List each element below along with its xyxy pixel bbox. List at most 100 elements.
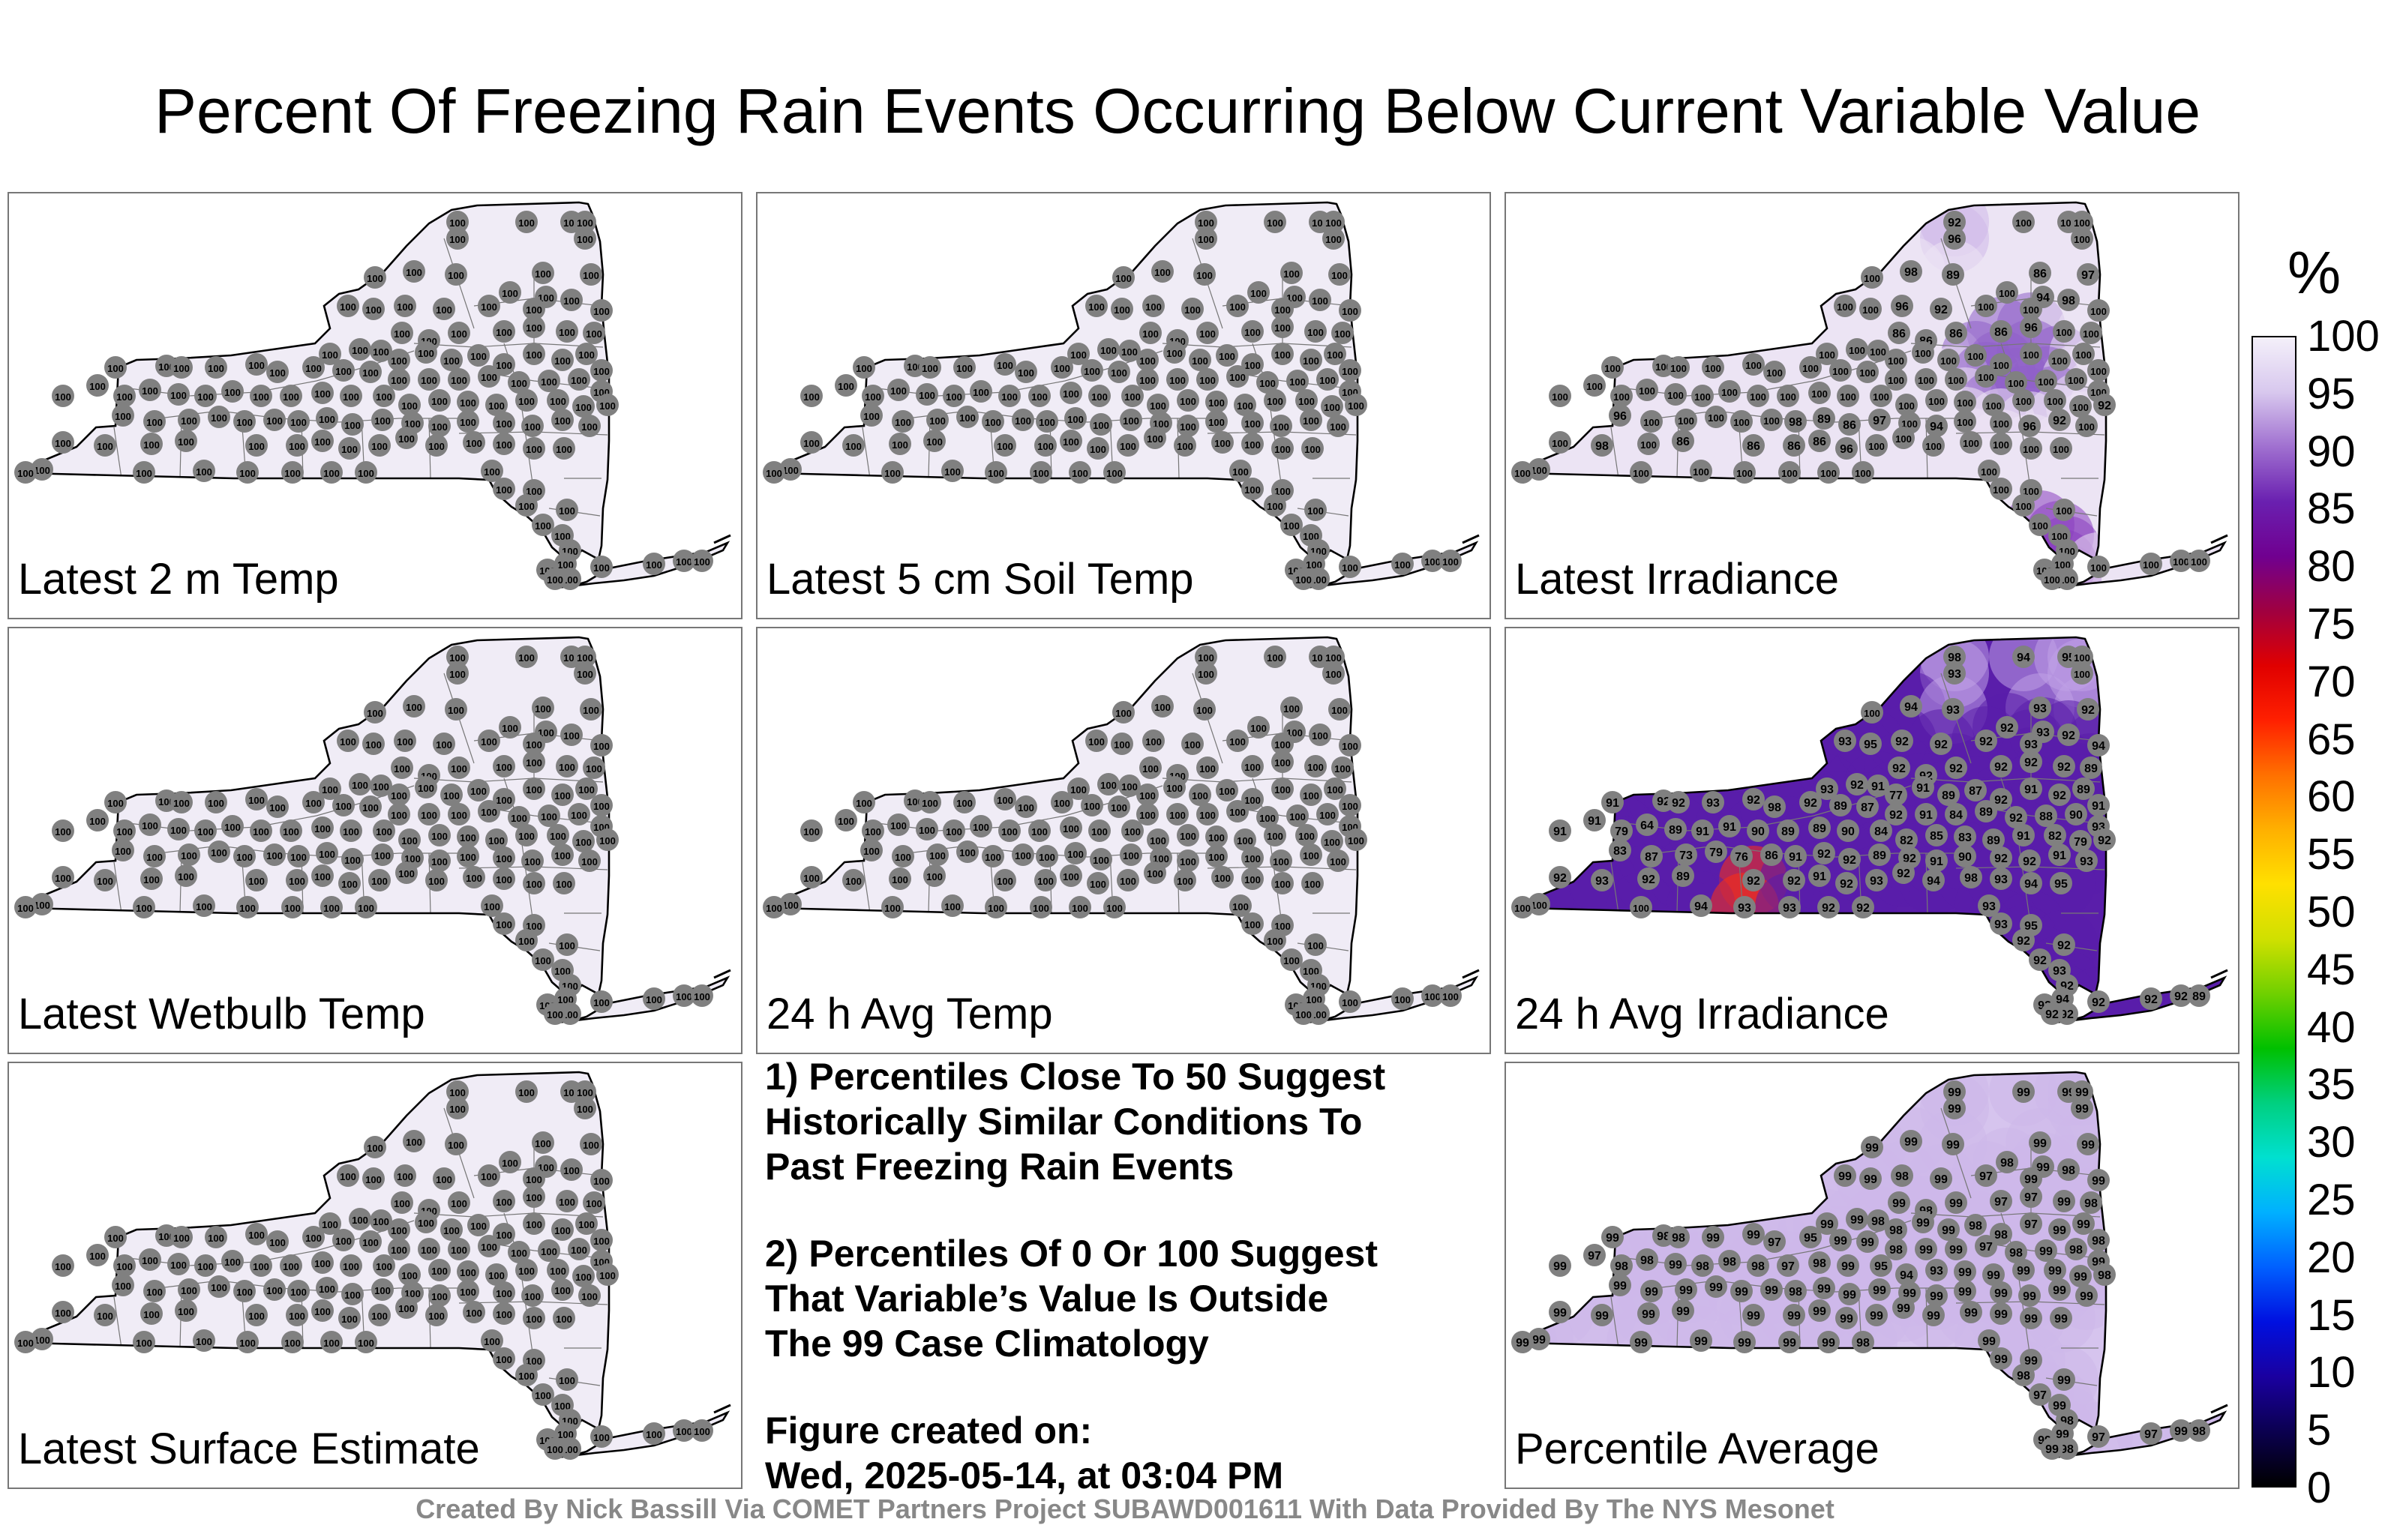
- station-value: 98: [1672, 1232, 1685, 1245]
- station-value: 100: [1177, 441, 1193, 452]
- station-marker: 92: [2020, 751, 2042, 773]
- station-marker: 100: [193, 1329, 215, 1352]
- station-marker: 100: [523, 733, 545, 755]
- station-value: 97: [1588, 1250, 1601, 1263]
- station-value: 93: [1930, 1265, 1943, 1278]
- station-marker: 100: [889, 433, 911, 455]
- station-value: 84: [1874, 825, 1888, 838]
- county-border: [1610, 1296, 1619, 1349]
- station-marker: 100: [1139, 757, 1162, 779]
- station-value: 100: [1307, 940, 1324, 951]
- station-marker: 97: [2020, 1212, 2042, 1235]
- station-marker: 100: [463, 866, 485, 888]
- station-marker: 100: [1339, 556, 1361, 578]
- station-marker: 100: [481, 460, 503, 482]
- station-marker: 100: [2087, 359, 2110, 382]
- station-value: 100: [460, 832, 476, 843]
- station-marker: 100: [523, 316, 545, 338]
- station-value: 100: [518, 652, 535, 664]
- station-value: 97: [1979, 1241, 1993, 1254]
- station-value: 100: [496, 919, 512, 930]
- station-marker: 100: [2053, 320, 2075, 343]
- station-marker: 100: [319, 343, 341, 365]
- station-value: 98: [1904, 266, 1918, 279]
- station-marker: 100: [178, 409, 200, 431]
- station-marker: 100: [311, 1251, 334, 1274]
- station-value: 100: [248, 876, 265, 887]
- station-value: 100: [460, 1287, 476, 1298]
- station-value: 97: [1873, 415, 1886, 427]
- station-marker: 100: [515, 646, 538, 668]
- station-value: 100: [1873, 391, 1889, 403]
- station-value: 99: [1553, 1307, 1567, 1320]
- station-marker: 100: [286, 434, 308, 457]
- station-marker: 99: [2072, 1212, 2095, 1235]
- station-marker: 100: [2020, 437, 2042, 460]
- station-marker: 100: [104, 1226, 127, 1248]
- station-value: 100: [178, 871, 194, 882]
- station-value: 100: [208, 1233, 224, 1244]
- station-value: 64: [1640, 819, 1654, 832]
- station-marker: 99: [1733, 1331, 1756, 1353]
- station-value: 100: [583, 270, 599, 281]
- station-value: 100: [1613, 391, 1630, 403]
- station-value: 100: [481, 301, 497, 313]
- station-value: 100: [449, 1087, 466, 1098]
- station-marker: 100: [194, 819, 217, 842]
- station-value: 100: [484, 901, 500, 912]
- station-marker: 100: [349, 1208, 371, 1230]
- station-marker: 100: [1229, 894, 1252, 917]
- station-marker: 100: [1211, 431, 1234, 454]
- station-marker: 79: [1610, 819, 1633, 842]
- station-value: 100: [481, 807, 497, 818]
- station-value: 100: [1018, 367, 1034, 379]
- station-value: 100: [1015, 415, 1031, 427]
- station-value: 100: [496, 874, 512, 885]
- station-value: 100: [481, 736, 497, 748]
- station-value: 99: [2024, 1313, 2038, 1326]
- station-marker: 100: [133, 896, 155, 918]
- station-marker: 99: [1912, 1211, 1934, 1233]
- colorbar-tick-label: 5: [2307, 1406, 2332, 1455]
- station-value: 92: [1817, 848, 1831, 861]
- station-value: 100: [1180, 421, 1196, 433]
- station-value: 93: [1982, 900, 1996, 913]
- station-value: 100: [107, 798, 124, 809]
- station-value: 99: [1694, 1335, 1708, 1348]
- station-value: 100: [1307, 327, 1324, 338]
- station-value: 100: [1250, 723, 1267, 734]
- station-marker: 99: [1783, 1304, 1805, 1326]
- station-marker: 99: [1892, 1296, 1915, 1319]
- station-marker: 100: [311, 382, 334, 404]
- station-value: 100: [488, 835, 505, 846]
- station-value: 100: [1888, 355, 1904, 367]
- station-value: 100: [1733, 417, 1750, 428]
- station-value: 100: [2143, 559, 2159, 571]
- station-value: 100: [1348, 400, 1364, 412]
- station-value: 99: [1606, 1232, 1619, 1245]
- station-value: 100: [1963, 438, 1979, 449]
- station-marker: 100: [560, 1158, 583, 1181]
- station-marker: 100: [1097, 338, 1120, 361]
- station-marker: 100: [250, 819, 272, 842]
- station-marker: 100: [2072, 343, 2095, 365]
- station-marker: 100: [428, 824, 451, 846]
- station-marker: 99: [1942, 1133, 1964, 1155]
- colorbar-unit: %: [2288, 239, 2342, 306]
- county-border: [413, 343, 604, 348]
- station-value: 100: [436, 739, 452, 751]
- station-marker: 98: [1591, 434, 1613, 457]
- colorbar-tick-label: 55: [2307, 830, 2356, 879]
- station-value: 86: [1765, 849, 1778, 862]
- station-value: 100: [1957, 397, 1973, 409]
- station-marker: 86: [1888, 322, 1910, 344]
- station-value: 96: [2023, 421, 2036, 433]
- station-value: 100: [1100, 345, 1117, 356]
- station-value: 100: [554, 966, 571, 977]
- station-marker: 100: [556, 320, 578, 343]
- station-marker: 99: [1943, 1097, 1966, 1119]
- station-value: 100: [646, 559, 662, 571]
- station-marker: 82: [1895, 828, 1918, 851]
- station-marker: 100: [523, 437, 545, 460]
- station-value: 100: [236, 417, 253, 428]
